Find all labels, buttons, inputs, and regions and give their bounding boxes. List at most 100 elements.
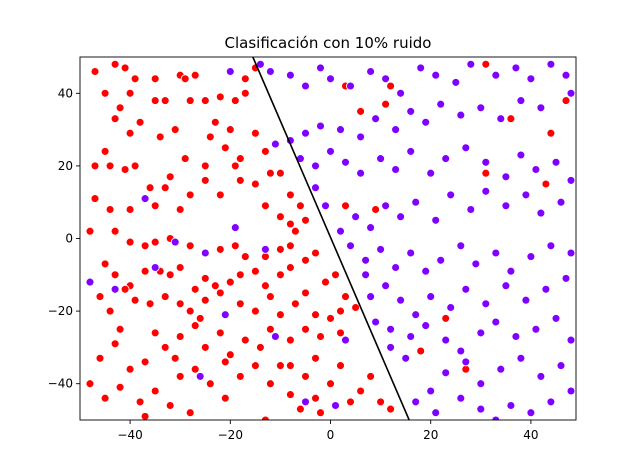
data-point-class-b: [426, 292, 436, 302]
data-point-class-a: [506, 114, 516, 124]
axes: −40 −20 0 20 40 −40 −20 0 20 40: [48, 56, 577, 442]
data-point-class-a: [100, 393, 110, 403]
data-point-class-a: [356, 106, 366, 116]
data-point-class-b: [85, 277, 95, 287]
data-point-class-b: [566, 175, 576, 185]
data-point-class-a: [295, 201, 305, 211]
data-point-class-b: [331, 401, 340, 410]
data-point-class-b: [421, 117, 431, 127]
y-tick-label: 20: [58, 159, 73, 173]
data-point-class-a: [145, 299, 155, 309]
data-point-class-a: [205, 379, 215, 389]
data-point-class-a: [301, 371, 310, 381]
data-point-class-a: [100, 259, 110, 269]
data-point-class-a: [341, 201, 350, 211]
data-point-class-b: [406, 106, 416, 116]
data-point-class-a: [481, 59, 491, 69]
data-point-class-b: [506, 266, 516, 276]
x-tick-label: −40: [117, 428, 142, 442]
data-point-class-b: [301, 128, 310, 138]
data-point-class-a: [285, 219, 295, 229]
data-point-class-b: [200, 248, 210, 258]
data-point-class-a: [321, 277, 330, 287]
data-point-class-a: [441, 313, 451, 323]
data-point-class-a: [180, 74, 190, 84]
data-point-class-a: [301, 255, 310, 265]
data-point-class-a: [275, 310, 285, 320]
data-point-class-b: [516, 353, 526, 363]
data-point-class-a: [225, 125, 235, 135]
data-point-class-b: [386, 324, 396, 334]
data-point-class-a: [285, 335, 295, 345]
data-point-class-a: [195, 313, 205, 323]
data-point-class-a: [301, 288, 310, 298]
data-point-class-a: [311, 353, 320, 363]
data-point-class-a: [185, 306, 195, 316]
data-point-class-b: [491, 70, 501, 80]
data-point-class-b: [476, 404, 486, 414]
data-point-class-b: [431, 70, 441, 80]
data-point-class-b: [376, 244, 386, 254]
data-point-class-b: [501, 281, 511, 291]
data-point-class-b: [311, 183, 320, 193]
data-point-class-a: [210, 281, 220, 291]
data-point-class-a: [275, 244, 285, 254]
data-point-class-a: [120, 165, 130, 174]
data-point-class-b: [546, 59, 556, 69]
data-point-class-a: [180, 154, 190, 164]
data-point-class-a: [90, 161, 100, 171]
data-point-class-a: [250, 266, 260, 276]
data-point-class-b: [356, 168, 366, 178]
x-tick-label: 0: [327, 428, 335, 442]
data-point-class-b: [336, 226, 345, 236]
data-point-class-a: [220, 357, 230, 367]
data-point-class-a: [230, 161, 240, 171]
data-point-class-b: [346, 241, 355, 251]
data-point-class-b: [481, 299, 491, 309]
data-point-class-b: [451, 77, 461, 87]
data-point-class-b: [406, 332, 416, 341]
data-point-class-b: [386, 342, 396, 352]
data-point-class-b: [260, 244, 270, 254]
data-point-class-a: [175, 332, 185, 341]
data-point-class-a: [381, 99, 391, 109]
data-point-class-a: [240, 74, 250, 84]
data-point-class-a: [110, 226, 120, 236]
data-point-class-a: [200, 175, 210, 185]
data-point-class-b: [366, 292, 376, 302]
data-point-class-b: [396, 295, 406, 305]
data-point-class-a: [190, 364, 200, 374]
data-point-class-a: [210, 117, 220, 127]
data-point-class-a: [260, 415, 270, 420]
data-point-class-a: [105, 205, 115, 214]
data-point-class-b: [466, 59, 476, 69]
data-point-class-b: [546, 397, 556, 407]
data-point-class-a: [115, 324, 125, 334]
data-point-class-a: [275, 361, 285, 371]
data-point-class-a: [220, 143, 230, 153]
data-point-class-a: [285, 263, 295, 272]
data-point-class-a: [150, 328, 160, 338]
data-point-class-b: [466, 205, 476, 214]
data-point-class-b: [531, 165, 541, 174]
data-point-class-b: [461, 143, 471, 153]
data-point-class-a: [546, 128, 556, 138]
data-point-class-a: [145, 183, 155, 193]
data-point-class-a: [250, 128, 260, 138]
data-point-class-b: [311, 161, 320, 171]
data-point-class-b: [411, 197, 421, 207]
data-point-class-a: [290, 226, 300, 236]
y-tick-label: 0: [65, 232, 73, 246]
data-point-class-a: [416, 346, 426, 356]
data-point-class-b: [531, 324, 541, 334]
data-point-class-a: [115, 382, 125, 392]
data-point-class-b: [511, 332, 521, 341]
data-point-class-b: [140, 194, 150, 204]
data-point-class-b: [421, 266, 431, 276]
data-point-class-b: [556, 361, 566, 371]
data-point-class-b: [496, 114, 506, 124]
data-point-class-b: [220, 310, 230, 320]
data-point-class-a: [175, 263, 185, 272]
data-point-class-a: [205, 132, 215, 142]
data-point-class-a: [175, 205, 185, 214]
